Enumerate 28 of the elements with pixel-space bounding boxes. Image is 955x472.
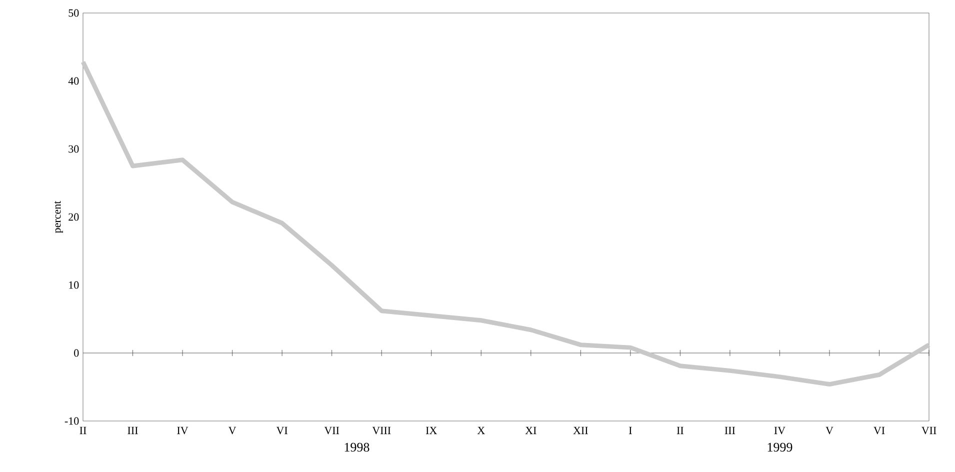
y-tick-label: 10 [69,281,79,289]
x-tick-label: VI [874,426,885,434]
y-tick-label: 30 [68,145,79,153]
x-tick-label: II [80,426,86,434]
x-tick-label: IX [426,426,437,434]
y-tick-label: 0 [74,349,79,357]
x-tick-label: I [628,426,632,434]
y-tick-label: -10 [64,417,79,425]
y-axis-title: percent [54,200,63,234]
x-tick-label: IV [177,426,188,434]
text: 1999 [768,442,792,452]
y-tick-label: 50 [68,9,79,17]
x-tick-label: VII [922,426,936,434]
x-tick-label: VI [276,426,288,434]
x-tick-label: X [477,426,485,434]
x-tick-label: II [676,426,684,434]
x-tick-label: V [826,426,834,434]
text: 1998 [344,442,370,452]
y-tick-label: 20 [68,213,79,221]
x-tick-label: VII [324,426,340,434]
x-tick-label: VIII [372,426,391,434]
x-tick-label: IV [774,426,786,434]
x-tick-label: III [724,426,736,434]
x-tick-label: XII [573,426,588,434]
x-tick-label: V [228,426,236,434]
y-tick-label: 40 [68,77,79,85]
x-tick-label: XI [525,426,536,434]
x-tick-label: III [128,426,138,434]
